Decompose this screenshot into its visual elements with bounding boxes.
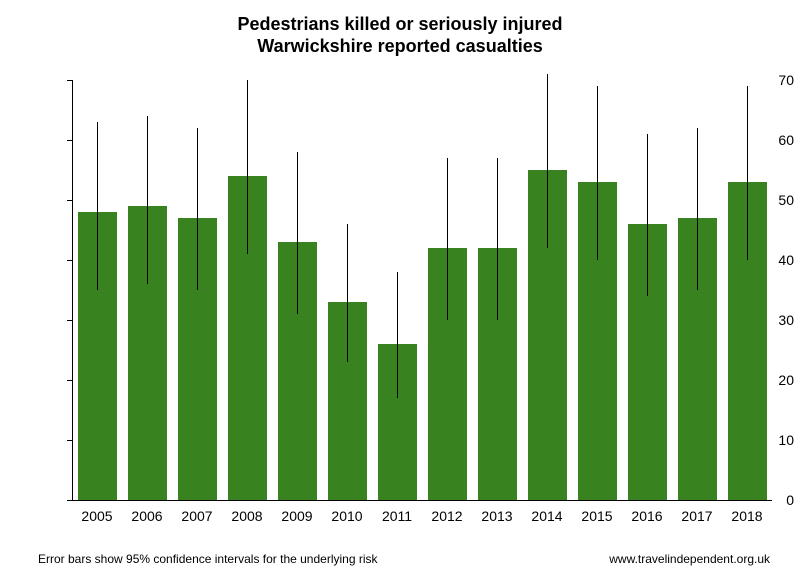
footnote-left: Error bars show 95% confidence intervals… [38,552,378,566]
x-tick-label: 2016 [631,508,662,524]
x-tick-label: 2006 [131,508,162,524]
plot-area [72,80,772,500]
error-bar [247,80,248,254]
y-tick-label: 70 [732,72,794,88]
error-bar [347,224,348,362]
error-bar [597,86,598,260]
chart-container: Pedestrians killed or seriously injured … [0,0,800,580]
y-axis-line [72,80,73,500]
footnote-right: www.travelindependent.org.uk [609,552,770,566]
error-bar [697,128,698,290]
y-tick-label: 60 [732,132,794,148]
x-tick-label: 2014 [531,508,562,524]
chart-title-line1: Pedestrians killed or seriously injured [0,14,800,35]
error-bar [147,116,148,284]
y-tick-label: 40 [732,252,794,268]
x-tick-label: 2018 [731,508,762,524]
y-tick-label: 50 [732,192,794,208]
x-tick-label: 2011 [382,508,412,524]
x-tick-label: 2010 [331,508,362,524]
x-tick-label: 2017 [681,508,712,524]
x-tick-label: 2009 [281,508,312,524]
y-tick-label: 30 [732,312,794,328]
error-bar [97,122,98,290]
error-bar [547,74,548,248]
x-tick-label: 2005 [81,508,112,524]
chart-title-line2: Warwickshire reported casualties [0,36,800,57]
x-tick-label: 2015 [581,508,612,524]
error-bar [447,158,448,320]
x-axis-line [72,500,772,501]
error-bar [497,158,498,320]
error-bar [747,86,748,260]
x-tick-label: 2008 [231,508,262,524]
y-tick-label: 20 [732,372,794,388]
x-tick-label: 2012 [431,508,462,524]
error-bar [397,272,398,398]
x-tick-label: 2007 [181,508,212,524]
y-tick-label: 10 [732,432,794,448]
error-bar [647,134,648,296]
x-tick-label: 2013 [481,508,512,524]
error-bar [197,128,198,290]
error-bar [297,152,298,314]
